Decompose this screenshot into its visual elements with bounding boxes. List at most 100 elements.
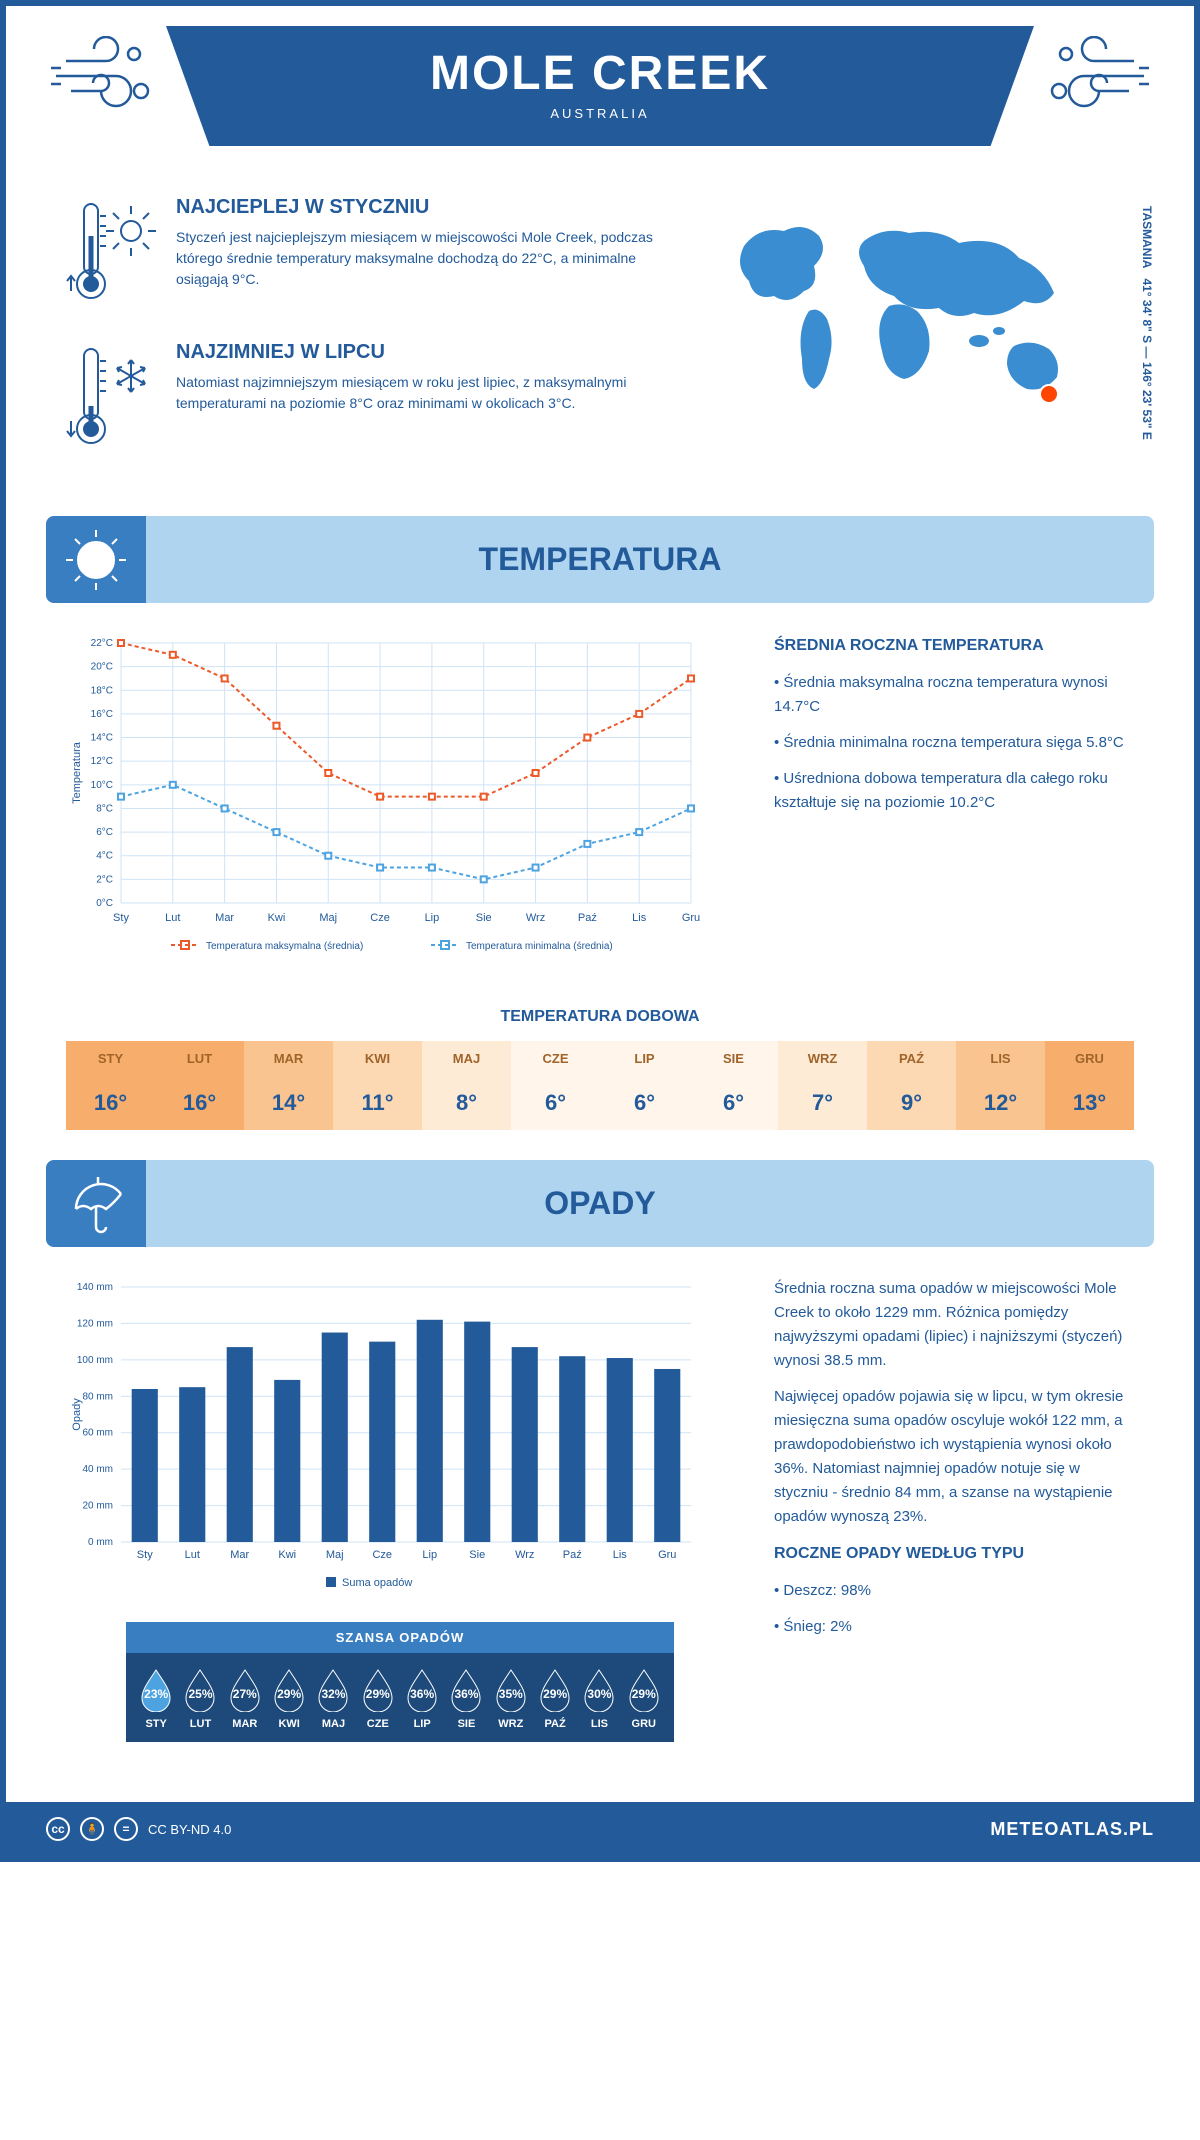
fact-hot-title: NAJCIEPLEJ W STYCZNIU [176,196,674,219]
svg-text:Lis: Lis [632,912,647,924]
svg-text:40 mm: 40 mm [82,1464,113,1475]
svg-text:Temperatura maksymalna (średni: Temperatura maksymalna (średnia) [206,941,363,952]
svg-text:Kwi: Kwi [278,1549,296,1561]
rain-type-item: • Deszcz: 98% [774,1579,1134,1603]
cc-icon: cc [46,1817,70,1841]
svg-text:Kwi: Kwi [268,912,286,924]
svg-text:Temperatura minimalna (średnia: Temperatura minimalna (średnia) [466,941,613,952]
svg-text:4°C: 4°C [96,851,113,862]
avg-temp-bullet: • Średnia maksymalna roczna temperatura … [774,671,1134,719]
temp-col: KWI11° [333,1041,422,1130]
nd-icon: = [114,1817,138,1841]
svg-text:Gru: Gru [658,1549,676,1561]
svg-text:Maj: Maj [319,912,337,924]
title-banner: MOLE CREEK AUSTRALIA [166,26,1034,146]
thermometer-cold-icon [66,341,156,456]
rain-para: Najwięcej opadów pojawia się w lipcu, w … [774,1385,1134,1529]
rain-chance-col: 25%LUT [178,1668,222,1730]
svg-text:Wrz: Wrz [526,912,545,924]
svg-text:Suma opadów: Suma opadów [342,1577,412,1589]
svg-text:8°C: 8°C [96,803,113,814]
page-subtitle: AUSTRALIA [226,106,974,121]
coordinates: TASMANIA 41° 34' 8" S — 146° 23' 53" E [1140,206,1154,440]
temp-col: MAJ8° [422,1041,511,1130]
avg-temp-title: ŚREDNIA ROCZNA TEMPERATURA [774,633,1134,659]
svg-text:100 mm: 100 mm [77,1355,113,1366]
svg-text:Lip: Lip [425,912,440,924]
wind-icon [1044,36,1154,121]
svg-text:120 mm: 120 mm [77,1318,113,1329]
svg-text:Lip: Lip [422,1549,437,1561]
footer: cc 🧍 = CC BY-ND 4.0 METEOATLAS.PL [6,1802,1194,1856]
svg-text:Mar: Mar [215,912,234,924]
fact-cold-text: Natomiast najzimniejszym miesiącem w rok… [176,372,674,414]
avg-temp-bullet: • Uśredniona dobowa temperatura dla całe… [774,767,1134,815]
svg-text:Sie: Sie [476,912,492,924]
umbrella-icon [46,1160,146,1247]
world-map [714,196,1134,421]
svg-text:Temperatura: Temperatura [71,741,83,804]
fact-hot-text: Styczeń jest najcieplejszym miesiącem w … [176,227,674,290]
site-name: METEOATLAS.PL [990,1819,1154,1840]
rain-chance-col: 29%CZE [356,1668,400,1730]
svg-text:12°C: 12°C [91,756,113,767]
rain-chance-col: 29%KWI [267,1668,311,1730]
svg-text:14°C: 14°C [91,733,113,744]
rain-chance-col: 30%LIS [577,1668,621,1730]
rain-chance-col: 27%MAR [223,1668,267,1730]
rain-bar-chart: 0 mm20 mm40 mm60 mm80 mm100 mm120 mm140 … [66,1277,706,1597]
svg-text:Wrz: Wrz [515,1549,534,1561]
svg-text:10°C: 10°C [91,780,113,791]
fact-cold-title: NAJZIMNIEJ W LIPCU [176,341,674,364]
rain-chance-col: 32%MAJ [311,1668,355,1730]
rain-chance-col: 36%SIE [444,1668,488,1730]
temp-col: GRU13° [1045,1041,1134,1130]
temp-col: STY16° [66,1041,155,1130]
temp-col: LIS12° [956,1041,1045,1130]
svg-text:Sty: Sty [113,912,129,924]
svg-text:Gru: Gru [682,912,700,924]
svg-text:Maj: Maj [326,1549,344,1561]
daily-temp-table: STY16°LUT16°MAR14°KWI11°MAJ8°CZE6°LIP6°S… [66,1041,1134,1130]
svg-text:0 mm: 0 mm [88,1537,113,1548]
svg-text:60 mm: 60 mm [82,1428,113,1439]
svg-text:Sty: Sty [137,1549,153,1561]
rain-chance-table: SZANSA OPADÓW 23%STY25%LUT27%MAR29%KWI32… [126,1622,674,1742]
rain-chance-col: 35%WRZ [489,1668,533,1730]
svg-text:0°C: 0°C [96,898,113,909]
svg-text:Cze: Cze [372,1549,392,1561]
svg-text:Mar: Mar [230,1549,249,1561]
svg-text:Paź: Paź [578,912,597,924]
svg-text:20°C: 20°C [91,662,113,673]
svg-text:Cze: Cze [370,912,390,924]
svg-text:Paź: Paź [563,1549,582,1561]
svg-text:16°C: 16°C [91,709,113,720]
temp-col: SIE6° [689,1041,778,1130]
temp-col: PAŹ9° [867,1041,956,1130]
svg-text:Lut: Lut [165,912,180,924]
temp-col: LIP6° [600,1041,689,1130]
svg-text:Lis: Lis [613,1549,628,1561]
svg-text:Sie: Sie [469,1549,485,1561]
svg-text:Opady: Opady [71,1398,83,1431]
temp-col: WRZ7° [778,1041,867,1130]
svg-text:2°C: 2°C [96,874,113,885]
svg-text:Lut: Lut [185,1549,200,1561]
rain-chance-col: 23%STY [134,1668,178,1730]
rain-para: Średnia roczna suma opadów w miejscowośc… [774,1277,1134,1373]
rain-chance-col: 29%PAŹ [533,1668,577,1730]
daily-temp-title: TEMPERATURA DOBOWA [6,1008,1194,1026]
rain-chance-col: 29%GRU [622,1668,666,1730]
page-title: MOLE CREEK [226,46,974,101]
license-text: CC BY-ND 4.0 [148,1822,231,1837]
avg-temp-bullet: • Średnia minimalna roczna temperatura s… [774,731,1134,755]
wind-icon [46,36,156,121]
rain-type-item: • Śnieg: 2% [774,1615,1134,1639]
temp-col: MAR14° [244,1041,333,1130]
temp-col: LUT16° [155,1041,244,1130]
svg-text:6°C: 6°C [96,827,113,838]
svg-text:18°C: 18°C [91,685,113,696]
section-temperature: TEMPERATURA [46,516,1154,603]
thermometer-hot-icon [66,196,156,311]
temp-col: CZE6° [511,1041,600,1130]
